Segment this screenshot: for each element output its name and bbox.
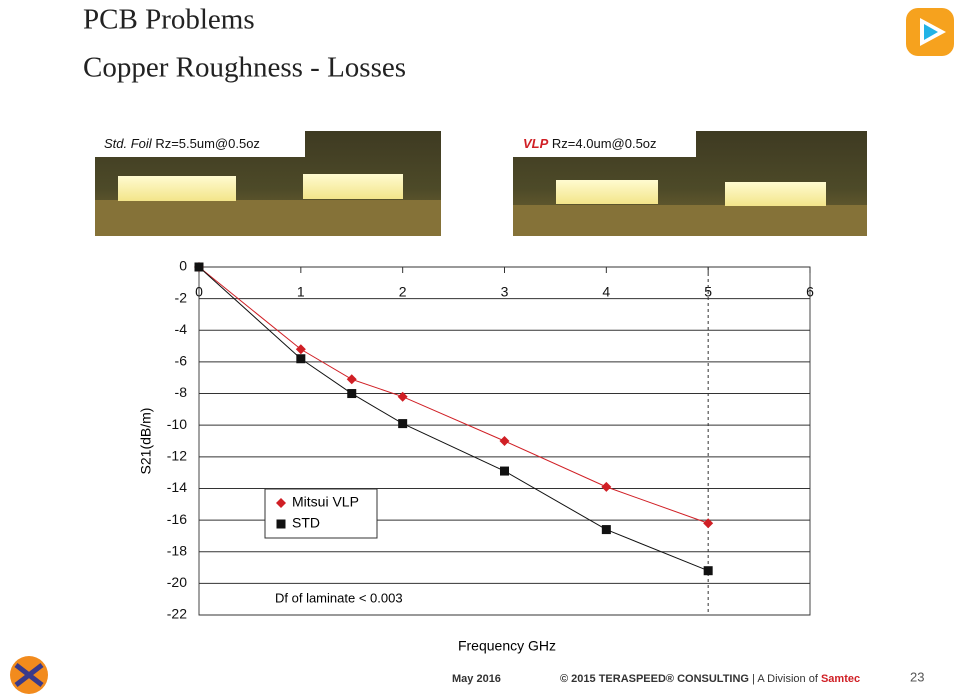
footer: May 2016 © 2015 TERASPEED® CONSULTING | … (10, 656, 924, 694)
data-point (194, 262, 204, 272)
data-point (703, 518, 714, 529)
x-tick-label: 6 (806, 284, 814, 300)
legend-label: STD (292, 515, 320, 531)
data-point (500, 466, 509, 476)
photo-label: Rz=4.0um@0.5oz (552, 136, 657, 151)
y-tick-label: -8 (175, 384, 188, 400)
x-tick-label: 2 (399, 284, 407, 300)
data-point (398, 419, 408, 429)
annotation: Df of laminate < 0.003 (275, 590, 403, 605)
svg-text:VLP Rz=4.0um@0.5oz: VLP Rz=4.0um@0.5oz (523, 136, 657, 151)
y-tick-label: -16 (167, 511, 187, 527)
y-tick-label: 0 (179, 258, 187, 274)
x-tick-label: 1 (297, 284, 305, 300)
chart: 0-2-4-6-8-10-12-14-16-18-20-220123456S21… (138, 258, 814, 654)
x-axis-label: Frequency GHz (458, 638, 556, 654)
data-point (296, 354, 306, 364)
y-tick-label: -6 (175, 353, 188, 369)
data-point (347, 389, 357, 399)
data-point (601, 481, 612, 492)
data-point (703, 566, 713, 576)
svg-text:Std. Foil Rz=5.5um@0.5oz: Std. Foil Rz=5.5um@0.5oz (104, 136, 260, 151)
legend-marker (276, 498, 286, 508)
y-tick-label: -4 (175, 321, 188, 337)
svg-text:© 2015 TERASPEED® CONSULTING |: © 2015 TERASPEED® CONSULTING | A Divisio… (560, 673, 860, 685)
footer-division: | A Division of (752, 673, 819, 685)
y-axis-label: S21(dB/m) (138, 408, 154, 475)
y-tick-label: -12 (167, 448, 187, 464)
photo-right: VLP Rz=4.0um@0.5oz (513, 131, 867, 236)
photo-left: Std. Foil Rz=5.5um@0.5oz (95, 131, 441, 236)
y-tick-label: -18 (167, 542, 187, 558)
page-number: 23 (910, 669, 924, 684)
x-tick-label: 3 (501, 284, 509, 300)
y-tick-label: -10 (167, 416, 187, 432)
slide-title: PCB Problems (83, 4, 255, 36)
footer-copyright: © 2015 TERASPEED® CONSULTING (560, 673, 749, 685)
y-tick-label: -14 (167, 479, 187, 495)
legend (264, 488, 378, 539)
y-tick-label: -20 (167, 574, 187, 590)
photo-label-prefix: Std. Foil (104, 136, 153, 151)
data-point (499, 436, 510, 446)
y-tick-label: -2 (175, 289, 188, 305)
data-point (346, 374, 357, 385)
photo-label: Rz=5.5um@0.5oz (155, 136, 260, 151)
x-tick-label: 0 (195, 284, 203, 300)
data-point (295, 344, 306, 355)
photo-label-prefix: VLP (523, 136, 549, 151)
y-tick-label: -22 (167, 606, 187, 622)
data-point (397, 391, 408, 402)
data-point (601, 525, 611, 535)
legend-label: Mitsui VLP (292, 494, 359, 510)
slide-subtitle: Copper Roughness - Losses (83, 52, 406, 84)
app-logo (906, 8, 954, 56)
footer-date: May 2016 (452, 673, 501, 685)
x-tick-label: 4 (602, 284, 610, 300)
legend-marker (276, 519, 286, 529)
footer-company: Samtec (821, 673, 860, 685)
